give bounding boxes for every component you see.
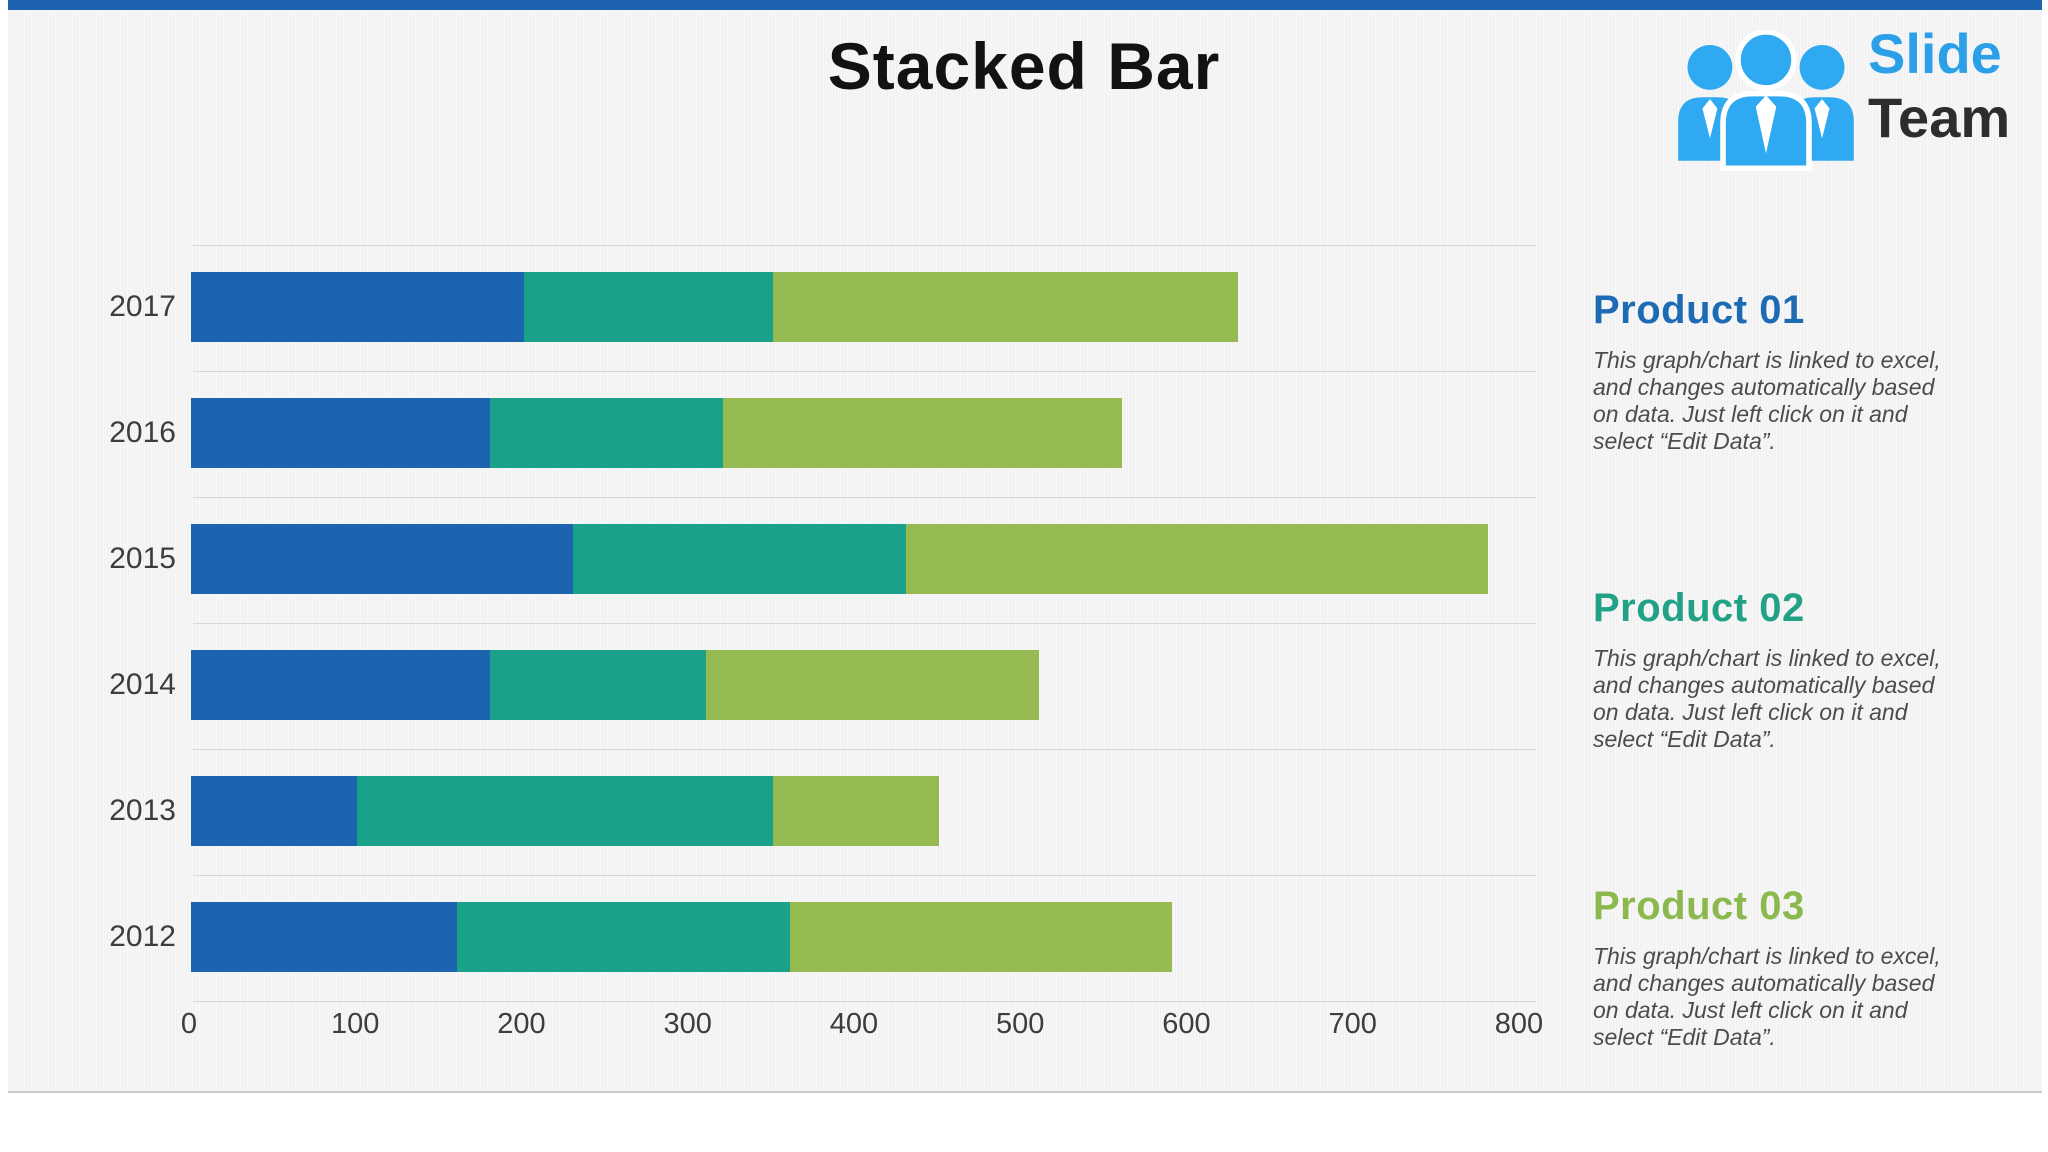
product-03-title: Product 03	[1593, 884, 1805, 928]
category-label-2017: 2017	[109, 290, 176, 323]
x-tick-label-200: 200	[497, 1008, 546, 1040]
bar-segment-product-03-2013	[772, 776, 940, 846]
x-tick-label-300: 300	[663, 1008, 712, 1040]
logo-word-team: Team	[1868, 86, 2011, 149]
team-people-icon	[1678, 30, 1854, 172]
bar-segment-product-02-2017	[523, 272, 773, 342]
bar-segment-product-01-2013	[191, 776, 358, 846]
product-01-title: Product 01	[1593, 288, 1805, 332]
product-02-title: Product 02	[1593, 586, 1805, 630]
grid-line	[193, 245, 1536, 246]
x-tick-label-0: 0	[180, 1008, 198, 1040]
bar-segment-product-02-2016	[490, 398, 723, 468]
category-label-2012: 2012	[109, 920, 176, 953]
legend-block-product-01: Product 01 This graph/chart is linked to…	[1593, 288, 2033, 455]
grid-line	[193, 623, 1536, 624]
x-tick-label-500: 500	[996, 1008, 1045, 1040]
grid-line	[193, 497, 1536, 498]
legend-block-product-02: Product 02 This graph/chart is linked to…	[1593, 586, 2033, 753]
bar-row-2016	[191, 398, 1122, 468]
bar-segment-product-01-2016	[191, 398, 491, 468]
bar-segment-product-03-2012	[789, 902, 1172, 972]
product-01-description: This graph/chart is linked to excel, and…	[1593, 347, 1941, 454]
bar-row-2013	[191, 776, 940, 846]
bar-segment-product-01-2015	[191, 524, 574, 594]
x-tick-label-700: 700	[1328, 1008, 1377, 1040]
bar-segment-product-01-2014	[191, 650, 491, 720]
bar-row-2012	[191, 902, 1172, 972]
bar-segment-product-03-2014	[706, 650, 1039, 720]
grid-line	[193, 749, 1536, 750]
grid-line	[193, 1001, 1536, 1002]
slideteam-logo: Slide Team	[1668, 26, 2048, 176]
slide-canvas: Stacked Bar Sli	[8, 0, 2042, 1093]
bar-segment-product-02-2014	[490, 650, 707, 720]
bar-segment-product-02-2015	[573, 524, 906, 594]
bar-segment-product-01-2017	[191, 272, 524, 342]
category-label-2016: 2016	[109, 416, 176, 449]
bar-segment-product-02-2013	[357, 776, 773, 846]
x-tick-label-600: 600	[1162, 1008, 1211, 1040]
bar-segment-product-03-2016	[723, 398, 1122, 468]
bar-row-2015	[191, 524, 1488, 594]
bar-segment-product-02-2012	[457, 902, 790, 972]
bar-row-2017	[191, 272, 1239, 342]
x-tick-label-400: 400	[829, 1008, 879, 1040]
logo-word-slide: Slide	[1868, 22, 2002, 85]
logo-wordmark: Slide Team	[1868, 26, 2010, 146]
grid-line	[193, 371, 1536, 372]
product-03-description: This graph/chart is linked to excel, and…	[1593, 943, 1941, 1050]
product-02-description: This graph/chart is linked to excel, and…	[1593, 645, 1941, 752]
bar-segment-product-03-2017	[772, 272, 1239, 342]
x-tick-label-800: 800	[1494, 1008, 1544, 1040]
top-accent-bar	[8, 0, 2042, 10]
category-label-2015: 2015	[109, 542, 176, 575]
stacked-bar-chart: 2017 2016 2015 2014 2013 2012 0 100 200 300 400 500…	[8, 0, 2042, 1091]
grid-line	[193, 875, 1536, 876]
legend-block-product-03: Product 03 This graph/chart is linked to…	[1593, 884, 2033, 1051]
bar-segment-product-03-2015	[905, 524, 1488, 594]
bottom-margin	[0, 1095, 2048, 1152]
page-title: Stacked Bar	[827, 29, 1221, 103]
bar-row-2014	[191, 650, 1039, 720]
category-label-2013: 2013	[109, 794, 176, 827]
x-tick-label-100: 100	[331, 1008, 380, 1040]
bar-segment-product-01-2012	[191, 902, 457, 972]
category-label-2014: 2014	[109, 668, 176, 701]
